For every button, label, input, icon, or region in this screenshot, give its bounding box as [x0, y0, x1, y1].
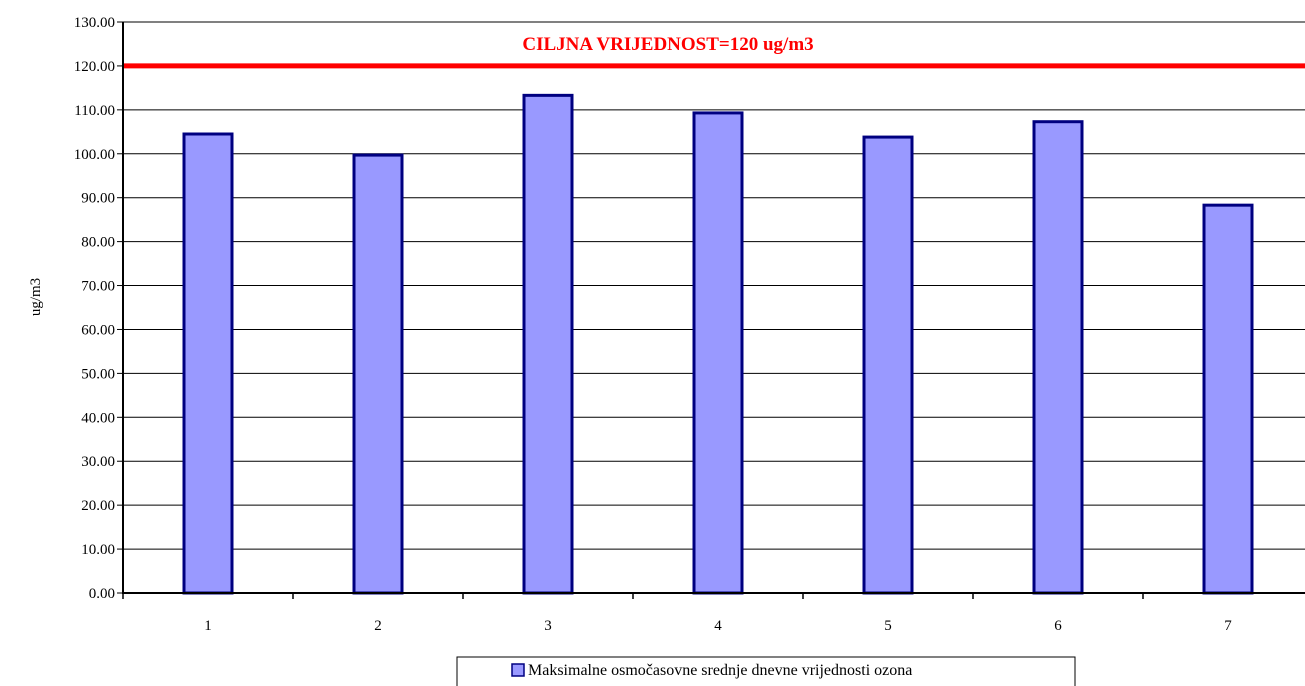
y-tick-label: 110.00 — [74, 103, 115, 119]
y-tick-label: 10.00 — [81, 542, 115, 558]
y-tick-label: 70.00 — [81, 279, 115, 295]
x-tick-label: 6 — [1054, 618, 1062, 634]
bar — [522, 93, 574, 595]
axes — [117, 21, 1305, 599]
y-tick-label: 30.00 — [81, 454, 115, 470]
x-tick-labels: 1 2 3 4 5 6 7 — [204, 618, 1232, 634]
bar — [862, 135, 914, 595]
y-tick-label: 50.00 — [81, 366, 115, 382]
x-tick-label: 5 — [884, 618, 892, 634]
bar — [1032, 120, 1084, 595]
bar — [182, 132, 234, 595]
legend: Maksimalne osmočasovne srednje dnevne vr… — [456, 656, 1076, 686]
y-tick-label: 80.00 — [81, 235, 115, 251]
bar — [1202, 203, 1254, 595]
x-tick-label: 1 — [204, 618, 212, 634]
y-tick-label: 60.00 — [81, 322, 115, 338]
y-tick-label: 100.00 — [74, 147, 115, 163]
target-label: CILJNA VRIJEDNOST=120 ug/m3 — [522, 34, 813, 55]
bar — [352, 153, 404, 595]
bar — [692, 111, 744, 595]
y-tick-label: 0.00 — [89, 586, 115, 602]
y-tick-label: 20.00 — [81, 498, 115, 514]
y-tick-labels: 0.00 10.00 20.00 30.00 40.00 50.00 60.00 70.00 8… — [74, 15, 115, 602]
legend-label: Maksimalne osmočasovne srednje dnevne vr… — [528, 662, 912, 679]
bars — [182, 93, 1254, 595]
y-tick-label: 120.00 — [74, 59, 115, 75]
target-line-group: CILJNA VRIJEDNOST=120 ug/m3 — [123, 34, 1305, 69]
y-axis-label: ug/m3 — [28, 278, 44, 316]
legend-box — [456, 656, 1076, 686]
y-tick-label: 130.00 — [74, 15, 115, 31]
x-tick-label: 2 — [374, 618, 382, 634]
x-tick-label: 7 — [1224, 618, 1232, 634]
x-tick-label: 4 — [714, 618, 722, 634]
y-tick-label: 90.00 — [81, 191, 115, 207]
legend-swatch — [511, 663, 525, 677]
y-tick-label: 40.00 — [81, 410, 115, 426]
x-tick-label: 3 — [544, 618, 552, 634]
